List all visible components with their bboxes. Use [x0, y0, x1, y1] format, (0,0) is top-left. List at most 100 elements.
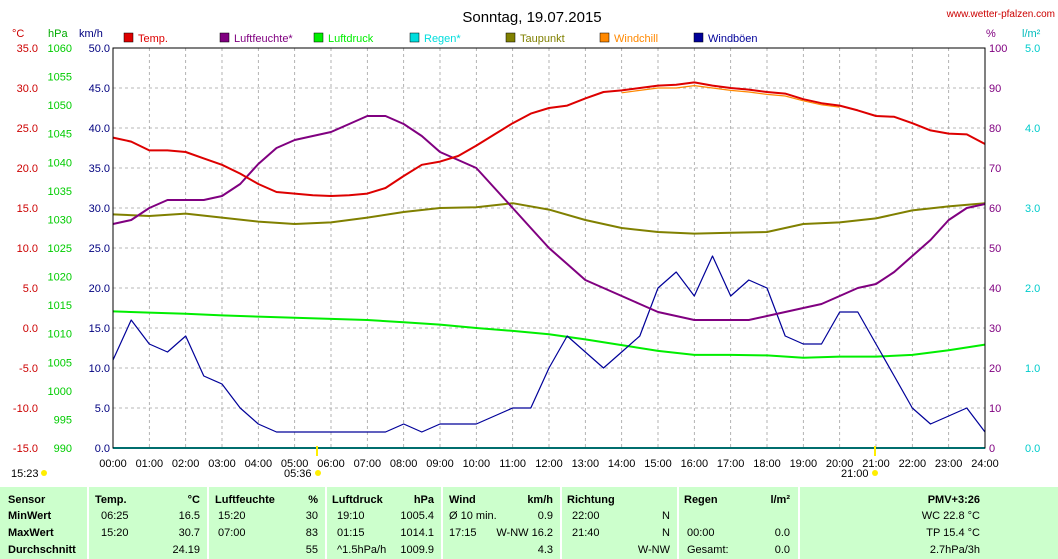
temp-tick-label: -5.0 — [19, 363, 38, 375]
stats-cell-dir: N — [662, 527, 670, 539]
stats-cell-dir: N — [662, 510, 670, 522]
stats-cell-pmv: 2.7hPa/3h — [929, 544, 980, 556]
pressure-tick-label: 1060 — [48, 43, 72, 55]
pressure-tick-label: 1010 — [48, 329, 72, 341]
stats-cell-temp: 16.5 — [178, 510, 200, 522]
legend-label: Windchill — [614, 33, 658, 45]
x-tick-label: 07:00 — [354, 458, 382, 470]
stats-cell-label: MaxWert — [8, 527, 54, 539]
pressure-tick-label: 990 — [54, 443, 72, 455]
stats-cell-pres: 1009.9 — [400, 544, 434, 556]
wind-tick-label: 30.0 — [89, 203, 110, 215]
col-divider — [560, 487, 562, 559]
rain-tick-label: 0.0 — [1025, 443, 1040, 455]
left-marker-dot — [41, 470, 47, 476]
humidity-axis-unit: % — [986, 28, 996, 40]
humidity-tick-label: 20 — [989, 363, 1001, 375]
stats-header-direction: Richtung — [567, 494, 615, 506]
x-tick-label: 24:00 — [971, 458, 999, 470]
wind-tick-label: 25.0 — [89, 243, 110, 255]
wind-tick-label: 35.0 — [89, 163, 110, 175]
stats-cell-pres: 1014.1 — [400, 527, 434, 539]
x-tick-label: 11:00 — [499, 458, 526, 470]
wind-tick-label: 20.0 — [89, 283, 110, 295]
x-tick-label: 00:00 — [99, 458, 127, 470]
humidity-tick-label: 90 — [989, 83, 1001, 95]
legend-swatch — [219, 32, 230, 43]
x-tick-label: 21:00 — [862, 458, 890, 470]
humidity-tick-label: 70 — [989, 163, 1001, 175]
stats-header-rain-unit: l/m² — [770, 494, 790, 506]
legend-label: Taupunkt — [520, 33, 565, 45]
plot-frame — [112, 47, 986, 449]
x-tick-label: 01:00 — [136, 458, 164, 470]
pressure-tick-label: 1035 — [48, 186, 72, 198]
stats-cell-pres-time: 01:15 — [337, 527, 365, 539]
stats-cell-dir-time: 21:40 — [572, 527, 600, 539]
humidity-tick-label: 60 — [989, 203, 1001, 215]
rain-tick-label: 2.0 — [1025, 283, 1040, 295]
x-tick-label: 18:00 — [753, 458, 781, 470]
rain-tick-label: 3.0 — [1025, 203, 1040, 215]
stats-cell-label: Durchschnitt — [8, 544, 76, 556]
humidity-tick-label: 80 — [989, 123, 1001, 135]
x-tick-label: 17:00 — [717, 458, 745, 470]
legend-swatch — [409, 32, 420, 43]
legend-swatch — [123, 32, 134, 43]
x-tick-label: 12:00 — [535, 458, 563, 470]
col-divider — [207, 487, 209, 559]
wind-tick-label: 15.0 — [89, 323, 110, 335]
wind-tick-label: 5.0 — [95, 403, 110, 415]
temp-axis-unit: °C — [12, 28, 24, 40]
site-url: www.wetter-pfalzen.com — [946, 9, 1055, 20]
humidity-tick-label: 10 — [989, 403, 1001, 415]
sunrise-icon — [315, 470, 321, 476]
legend-label: Luftdruck — [328, 33, 374, 45]
col-divider — [798, 487, 800, 559]
left-time-marker: 15:23 — [11, 468, 47, 480]
stats-cell-pres-time: 19:10 — [337, 510, 365, 522]
stats-cell-wind-time: 17:15 — [449, 527, 477, 539]
x-tick-label: 03:00 — [208, 458, 236, 470]
stats-cell-wind: 0.9 — [537, 510, 553, 522]
stats-cell-pres-time: ^1.5hPa/h — [337, 544, 387, 556]
x-tick-label: 13:00 — [572, 458, 600, 470]
stats-header-wind-unit: km/h — [527, 494, 553, 506]
stats-cell-wind-time: Ø 10 min. — [449, 510, 497, 522]
stats-header-humidity-unit: % — [308, 494, 318, 506]
pressure-tick-label: 1015 — [48, 300, 72, 312]
pressure-tick-label: 1000 — [48, 386, 72, 398]
pressure-tick-label: 1030 — [48, 214, 72, 226]
legend-label: Regen* — [424, 33, 461, 45]
wind-tick-label: 40.0 — [89, 123, 110, 135]
sunset-marker: 21:00 — [841, 446, 878, 480]
x-axis-ticks: 00:00 01:00 02:00 03:00 04:00 05:00 06:00 07:00… — [99, 458, 999, 470]
stats-cell-temp: 24.19 — [172, 544, 200, 556]
humidity-tick-label: 100 — [989, 43, 1007, 55]
stats-cell-rain-time: Gesamt: — [687, 544, 729, 556]
stats-cell-hum: 83 — [305, 527, 318, 539]
sunset-icon — [872, 470, 878, 476]
stats-header-wind: Wind — [449, 494, 476, 506]
stats-cell-dir-time: 22:00 — [572, 510, 600, 522]
wind-tick-label: 0.0 — [95, 443, 110, 455]
temp-tick-label: 35.0 — [17, 43, 38, 55]
series-line-temp — [112, 81, 986, 197]
temp-tick-label: 0.0 — [23, 323, 38, 335]
x-tick-label: 02:00 — [172, 458, 200, 470]
stats-header-sensor: Sensor — [8, 494, 46, 506]
col-divider — [441, 487, 443, 559]
stats-cell-rain-time: 00:00 — [687, 527, 715, 539]
pressure-tick-label: 1005 — [48, 357, 72, 369]
x-tick-label: 06:00 — [317, 458, 345, 470]
stats-header-pressure-unit: hPa — [413, 494, 434, 506]
stats-cell-temp: 30.7 — [178, 527, 200, 539]
pressure-tick-label: 1020 — [48, 272, 72, 284]
humidity-tick-label: 0 — [989, 443, 995, 455]
x-tick-label: 14:00 — [608, 458, 636, 470]
col-divider — [87, 487, 89, 559]
weather-chart: Sonntag, 19.07.2015 www.wetter-pfalzen.c… — [11, 9, 1055, 480]
sunrise-label: 05:36 — [284, 468, 312, 480]
stats-header-temp-unit: °C — [187, 494, 200, 506]
stats-cell-rain: 0.0 — [774, 544, 790, 556]
